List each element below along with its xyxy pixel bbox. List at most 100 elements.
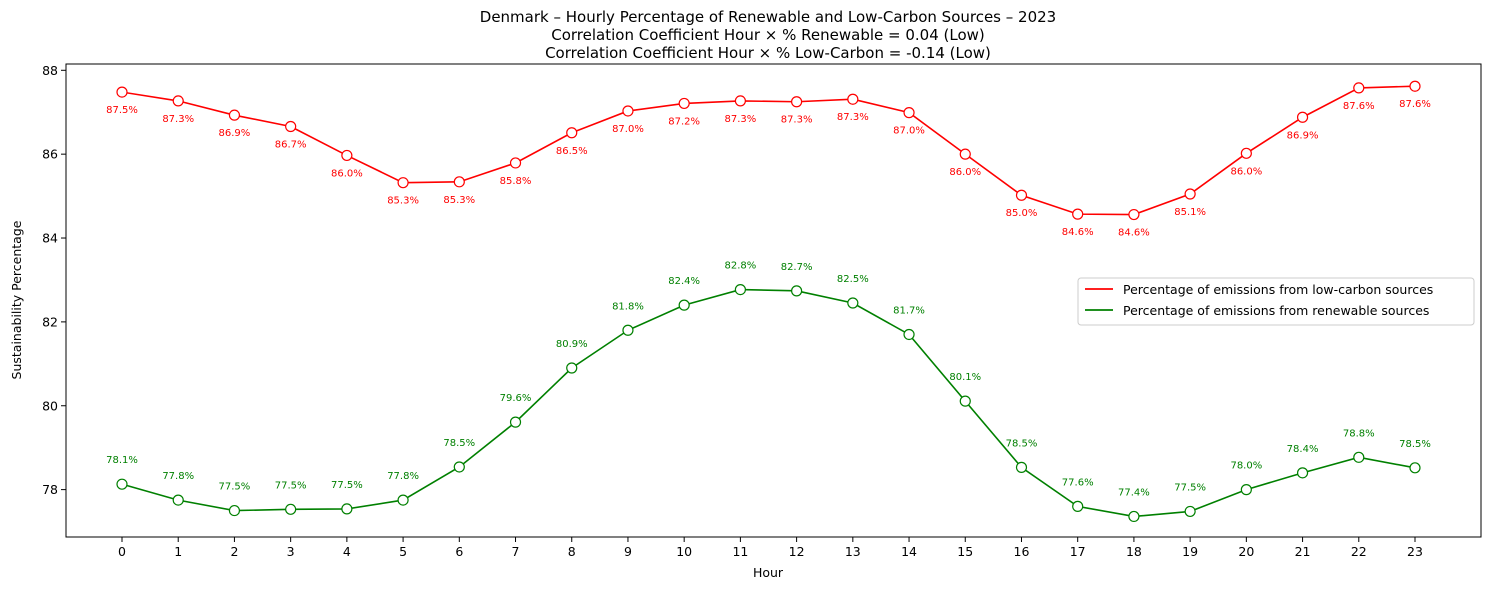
legend: Percentage of emissions from low-carbon … <box>1077 277 1475 326</box>
data-label-renewable: 81.7% <box>893 305 925 316</box>
x-tick-label: 13 <box>845 544 861 559</box>
data-point-renewable <box>847 297 859 309</box>
data-point-low-carbon <box>1240 147 1252 159</box>
data-label-renewable: 78.4% <box>1287 444 1319 455</box>
data-point-renewable <box>1015 461 1028 473</box>
data-point-renewable <box>397 494 409 506</box>
x-tick-label: 9 <box>624 544 632 559</box>
x-tick-label: 7 <box>512 544 520 559</box>
data-label-low-carbon: 87.3% <box>162 114 194 125</box>
x-tick-label: 6 <box>455 544 463 559</box>
data-point-low-carbon <box>1128 208 1140 221</box>
data-point-renewable <box>116 478 128 490</box>
data-point-low-carbon <box>1015 189 1028 201</box>
data-label-low-carbon: 85.8% <box>500 176 532 187</box>
data-point-renewable <box>678 299 690 311</box>
x-tick-label: 19 <box>1182 544 1198 559</box>
y-axis-label: Sustainability Percentage <box>9 220 24 379</box>
data-label-low-carbon: 87.0% <box>893 126 925 137</box>
data-label-low-carbon: 87.6% <box>1399 99 1431 110</box>
data-label-low-carbon: 87.3% <box>837 112 869 123</box>
data-point-low-carbon <box>1184 188 1196 200</box>
data-label-renewable: 82.5% <box>837 274 869 285</box>
x-tick-label: 0 <box>118 544 126 559</box>
x-tick-label: 20 <box>1238 544 1254 559</box>
data-label-renewable: 78.5% <box>1006 438 1038 449</box>
data-label-low-carbon: 87.3% <box>781 115 813 126</box>
data-label-low-carbon: 86.9% <box>219 128 251 139</box>
series-line-renewable <box>121 288 1416 518</box>
data-label-renewable: 79.6% <box>500 393 532 404</box>
data-point-renewable <box>1409 462 1421 474</box>
legend-label-renewable: Percentage of emissions from renewable s… <box>1123 303 1429 318</box>
plot-frame <box>65 63 1482 538</box>
data-label-low-carbon: 86.0% <box>1230 166 1262 177</box>
chart-title-line-1: Denmark – Hourly Percentage of Renewable… <box>480 8 1056 26</box>
data-label-renewable: 77.5% <box>219 482 251 493</box>
data-point-low-carbon <box>734 95 746 107</box>
data-point-renewable <box>1240 484 1252 496</box>
data-point-renewable <box>959 395 971 407</box>
legend-box <box>1077 277 1475 326</box>
data-point-renewable <box>622 324 634 336</box>
x-tick-label: 4 <box>343 544 351 559</box>
data-label-low-carbon: 85.0% <box>1006 208 1038 219</box>
x-tick-label: 5 <box>399 544 407 559</box>
data-label-low-carbon: 86.9% <box>1287 130 1319 141</box>
data-point-renewable <box>285 503 297 515</box>
data-point-renewable <box>1296 467 1309 479</box>
data-point-renewable <box>453 461 465 473</box>
data-point-low-carbon <box>453 176 465 188</box>
data-point-renewable <box>791 285 803 297</box>
y-tick-label: 82 <box>42 314 58 329</box>
data-label-low-carbon: 86.0% <box>949 167 981 178</box>
data-label-renewable: 80.1% <box>949 372 981 383</box>
data-label-renewable: 77.5% <box>275 480 307 491</box>
x-tick-label: 23 <box>1407 544 1423 559</box>
data-label-renewable: 82.4% <box>668 276 700 287</box>
data-label-low-carbon: 87.3% <box>725 114 757 125</box>
data-label-low-carbon: 85.3% <box>387 196 419 207</box>
data-point-renewable <box>1128 510 1140 523</box>
data-label-low-carbon: 84.6% <box>1062 227 1094 238</box>
x-axis-label: Hour <box>753 565 784 580</box>
x-tick-label: 22 <box>1351 544 1367 559</box>
data-point-renewable <box>509 416 522 428</box>
data-label-renewable: 81.8% <box>612 301 644 312</box>
plot-area: 0 1 2 3 4 5 6 7 8 9 10 11 12 13 14 15 16 17 18 19 20 21 22 2378… <box>42 63 1431 559</box>
data-label-low-carbon: 87.2% <box>668 116 700 127</box>
data-point-renewable <box>1072 500 1084 512</box>
y-tick-label: 80 <box>42 398 58 413</box>
x-tick-label: 10 <box>676 544 692 559</box>
data-point-low-carbon <box>1353 82 1365 94</box>
data-label-low-carbon: 85.3% <box>443 195 475 206</box>
data-label-low-carbon: 86.7% <box>275 139 307 150</box>
x-tick-label: 3 <box>287 544 295 559</box>
x-tick-label: 17 <box>1070 544 1086 559</box>
data-label-renewable: 80.9% <box>556 339 588 350</box>
y-tick-label: 84 <box>42 231 58 246</box>
data-point-renewable <box>566 362 578 374</box>
data-label-low-carbon: 84.6% <box>1118 228 1150 239</box>
y-tick-label: 88 <box>42 63 58 78</box>
data-point-low-carbon <box>341 149 353 162</box>
y-tick-label: 78 <box>42 482 58 497</box>
data-point-renewable <box>1184 505 1196 518</box>
x-tick-label: 8 <box>568 544 576 559</box>
data-label-renewable: 78.8% <box>1343 428 1375 439</box>
data-point-low-carbon <box>1072 208 1084 220</box>
data-label-renewable: 77.8% <box>387 471 419 482</box>
x-tick-label: 12 <box>789 544 805 559</box>
data-point-low-carbon <box>622 105 634 117</box>
data-point-low-carbon <box>903 107 915 119</box>
data-point-low-carbon <box>1296 111 1309 123</box>
data-point-low-carbon <box>959 148 971 160</box>
legend-label-low-carbon: Percentage of emissions from low-carbon … <box>1123 282 1433 297</box>
x-tick-label: 15 <box>957 544 973 559</box>
x-tick-label: 14 <box>901 544 917 559</box>
data-point-renewable <box>228 504 241 517</box>
data-label-renewable: 82.8% <box>725 261 757 272</box>
x-tick-label: 21 <box>1295 544 1311 559</box>
data-point-low-carbon <box>847 93 859 105</box>
